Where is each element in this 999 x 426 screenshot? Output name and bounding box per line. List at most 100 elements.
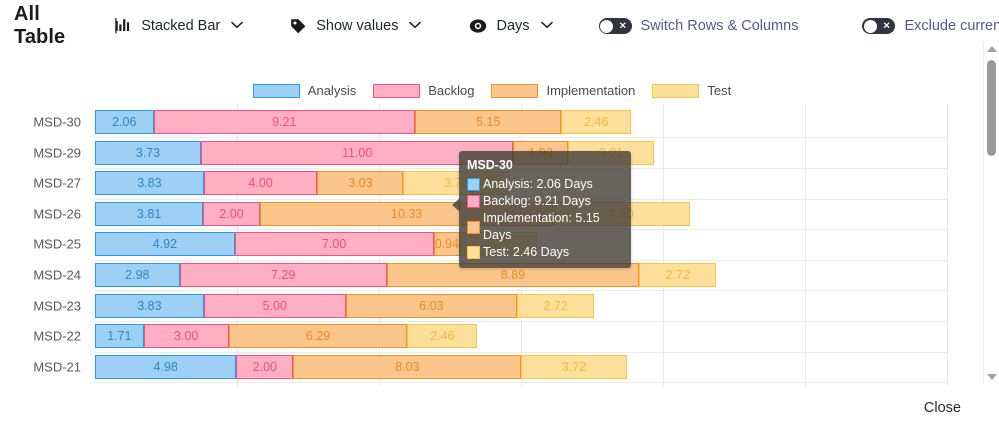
show-values-selector[interactable]: Show values: [290, 18, 422, 34]
bar-segment-test[interactable]: 2.72: [517, 293, 595, 318]
bar-segment-test[interactable]: 2.46: [407, 324, 478, 349]
switch-rows-columns-label: Switch Rows & Columns: [640, 18, 799, 34]
toggle-switch-off[interactable]: ✕: [598, 18, 632, 34]
y-axis-label: MSD-23: [33, 298, 81, 314]
chart-legend: Analysis Backlog Implementation Test: [0, 83, 984, 98]
tooltip-row: Analysis: 2.06 Days: [467, 176, 623, 193]
legend-label: Analysis: [307, 83, 357, 98]
toggle-switch-off[interactable]: ✕: [862, 18, 896, 34]
unit-label: Days: [496, 18, 530, 34]
legend-item-backlog[interactable]: Backlog: [373, 83, 474, 98]
chevron-down-icon: [409, 21, 422, 32]
bar-segment-analysis[interactable]: 2.06: [95, 110, 154, 134]
bar-segment-backlog[interactable]: 5.00: [203, 293, 346, 318]
toggle-x-icon: ✕: [882, 20, 891, 31]
legend-item-implementation[interactable]: Implementation: [491, 83, 635, 98]
close-button[interactable]: Close: [918, 396, 967, 420]
y-axis-labels: MSD-30 MSD-29 MSD-27 MSD-26 MSD-25 MSD-24 MSD-…: [0, 104, 95, 391]
tooltip-title: MSD-30: [467, 158, 513, 172]
chart-type-label: Stacked Bar: [141, 18, 221, 34]
toggle-knob: [600, 19, 614, 33]
tooltip-swatch: [467, 220, 480, 234]
y-axis-label: MSD-21: [33, 359, 81, 375]
bar-segment-test[interactable]: 3.72: [521, 354, 627, 379]
bar-segment-implementation[interactable]: 0.94: [433, 232, 461, 257]
bar-segment-implementation[interactable]: 6.29: [228, 324, 408, 349]
bar-segment-implementation[interactable]: 5.15: [415, 110, 562, 134]
legend-swatch-analysis: [252, 83, 300, 98]
y-axis-label: MSD-25: [33, 236, 81, 252]
legend-swatch-implementation: [491, 83, 539, 98]
bar-segment-backlog[interactable]: 2.00: [236, 354, 294, 379]
bar-segment-test[interactable]: 2.72: [639, 263, 717, 287]
switch-rows-columns-toggle[interactable]: ✕ Switch Rows & Columns: [598, 18, 799, 34]
chart-type-selector[interactable]: Stacked Bar: [115, 18, 244, 34]
legend-item-test[interactable]: Test: [652, 83, 731, 98]
legend-label: Backlog: [428, 83, 475, 98]
bar-segment-backlog[interactable]: 3.00: [143, 324, 229, 349]
legend-swatch-backlog: [373, 83, 421, 98]
tooltip-row: Implementation: 5.15 Days: [467, 210, 623, 244]
page-title: All Table: [14, 3, 66, 48]
tooltip-rows: Analysis: 2.06 Days Backlog: 9.21 Days Imp…: [467, 176, 623, 261]
bar-segment-backlog[interactable]: 2.00: [203, 201, 260, 226]
bar-segment-test[interactable]: 2.46: [561, 110, 632, 134]
eye-icon: [469, 18, 487, 34]
tooltip-swatch: [467, 246, 480, 259]
bar-segment-implementation[interactable]: 6.03: [345, 293, 518, 318]
tooltip-row-label: Test: 2.46 Days: [483, 245, 570, 259]
tooltip-row: Backlog: 9.21 Days: [467, 193, 623, 210]
toggle-x-icon: ✕: [618, 20, 627, 31]
exclude-current-state-label: Exclude current state: [904, 18, 999, 34]
y-axis-label: MSD-26: [33, 206, 81, 222]
bar-segment-backlog[interactable]: 7.00: [234, 232, 434, 257]
chart-container: Analysis Backlog Implementation Test MSD-30…: [0, 52, 984, 391]
chart-tooltip: MSD-30 Analysis: 2.06 Days Backlog: 9.21 …: [452, 151, 631, 268]
tooltip-row-label: Implementation: 5.15 Days: [483, 211, 600, 242]
bar-segment-backlog[interactable]: 9.21: [153, 110, 416, 134]
tooltip-swatch: [467, 178, 480, 191]
bar-segment-implementation[interactable]: 8.03: [293, 354, 522, 379]
y-axis-label: MSD-24: [33, 267, 81, 283]
bar-segment-analysis[interactable]: 3.83: [95, 171, 204, 196]
tooltip-row-label: Analysis: 2.06 Days: [483, 177, 593, 191]
y-axis-label: MSD-27: [33, 175, 81, 191]
gridline: [947, 104, 948, 387]
unit-selector[interactable]: Days: [469, 18, 553, 34]
bar-segment-analysis[interactable]: 3.83: [95, 293, 204, 318]
y-axis-label: MSD-30: [33, 114, 81, 130]
chevron-down-icon: [231, 21, 244, 32]
legend-label: Test: [707, 83, 732, 98]
legend-label: Implementation: [546, 83, 636, 98]
dialog-footer: Close: [0, 390, 999, 426]
scrollbar-thumb[interactable]: [987, 60, 996, 156]
bar-segment-analysis[interactable]: 2.98: [95, 263, 180, 287]
bar-segment-analysis[interactable]: 4.92: [95, 232, 235, 257]
exclude-current-state-toggle[interactable]: ✕ Exclude current state: [862, 18, 999, 34]
chart-toolbar: All Table Stacked Bar: [0, 0, 999, 52]
show-values-label: Show values: [316, 18, 399, 34]
tooltip-row: Test: 2.46 Days: [467, 244, 623, 261]
bar-segment-analysis[interactable]: 1.71: [95, 324, 144, 349]
bar-chart-icon: [115, 18, 132, 34]
bar-segment-implementation[interactable]: 3.03: [317, 171, 404, 196]
bar-segment-analysis[interactable]: 4.98: [95, 354, 237, 379]
y-axis-label: MSD-22: [33, 328, 81, 344]
chevron-down-icon: [540, 21, 553, 32]
bar-segment-backlog[interactable]: 7.29: [179, 263, 387, 287]
y-axis-label: MSD-29: [33, 145, 81, 161]
legend-item-analysis[interactable]: Analysis: [252, 83, 357, 98]
toggle-knob: [863, 19, 877, 33]
tooltip-arrow: [452, 198, 460, 212]
bar-segment-analysis[interactable]: 3.73: [95, 140, 201, 165]
bar-segment-analysis[interactable]: 3.81: [95, 201, 204, 226]
bar-segment-backlog[interactable]: 4.00: [203, 171, 318, 196]
gridline: [805, 104, 806, 387]
vertical-scrollbar[interactable]: [983, 42, 999, 384]
tooltip-row-label: Backlog: 9.21 Days: [483, 194, 591, 208]
gridline: [663, 104, 664, 387]
scroll-down-arrow-icon[interactable]: [984, 370, 999, 384]
scroll-up-arrow-icon[interactable]: [984, 42, 999, 56]
tooltip-swatch: [467, 195, 480, 208]
